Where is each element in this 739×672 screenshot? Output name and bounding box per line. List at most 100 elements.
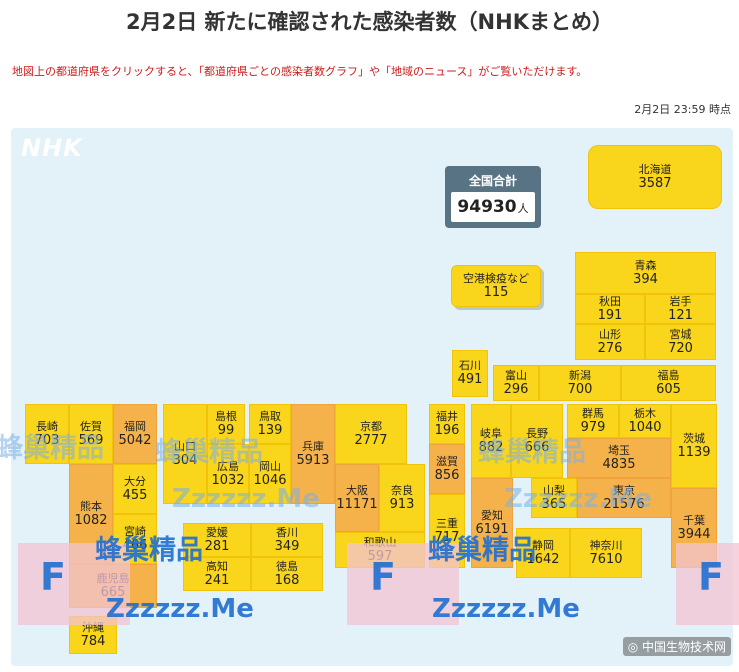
- prefecture-tile-tottori[interactable]: 鳥取 139: [249, 404, 291, 444]
- watermark-letter: F: [698, 555, 724, 599]
- prefecture-tile-hiroshima[interactable]: 広島 1032: [207, 444, 249, 504]
- prefecture-name: 島根: [215, 409, 237, 423]
- prefecture-count: 979: [580, 419, 606, 435]
- prefecture-count: 455: [122, 487, 148, 503]
- prefecture-tile-nagano[interactable]: 長野 666: [511, 404, 563, 478]
- prefecture-tile-gifu[interactable]: 岐阜 882: [471, 404, 511, 478]
- prefecture-tile-fukushima[interactable]: 福島 605: [621, 365, 716, 401]
- prefecture-name: 千葉: [683, 513, 705, 527]
- watermark-letter: F: [370, 555, 396, 599]
- prefecture-tile-kanagawa[interactable]: 神奈川 7610: [570, 528, 642, 578]
- watermark-brand: 蜂巢精品: [428, 535, 536, 566]
- prefecture-count: 99: [217, 422, 235, 438]
- prefecture-name: 長崎: [36, 419, 58, 433]
- prefecture-tile-ehime[interactable]: 愛媛 281: [183, 523, 251, 557]
- prefecture-tile-fukui[interactable]: 福井 196: [429, 404, 465, 444]
- prefecture-count: 5913: [296, 452, 330, 468]
- prefecture-count: 717: [434, 529, 460, 545]
- prefecture-tile-toyama[interactable]: 富山 296: [493, 365, 539, 401]
- prefecture-count: 856: [434, 467, 460, 483]
- prefecture-tile-kyoto[interactable]: 京都 2777: [335, 404, 407, 464]
- prefecture-tile-yamanashi[interactable]: 山梨 365: [531, 478, 577, 518]
- prefecture-tile-aomori[interactable]: 青森 394: [575, 252, 716, 294]
- prefecture-tile-ishikawa[interactable]: 石川 491: [452, 350, 488, 397]
- prefecture-tile-nagasaki[interactable]: 長崎 703: [25, 404, 69, 464]
- watermark-stripe: [676, 543, 739, 625]
- prefecture-tile-shiga[interactable]: 滋賀 856: [429, 444, 465, 494]
- prefecture-count: 5042: [118, 432, 152, 448]
- prefecture-count: 139: [257, 422, 283, 438]
- nhk-logo: NHK: [21, 134, 83, 162]
- map-notice: 地図上の都道府県をクリックすると、「都道府県ごとの感染者数グラフ」や「地域のニュ…: [12, 65, 588, 78]
- prefecture-name: 兵庫: [302, 439, 324, 453]
- prefecture-name: 福井: [436, 409, 458, 423]
- prefecture-count: 913: [389, 496, 415, 512]
- airport-quarantine-tile[interactable]: 空港検疫など 115: [451, 265, 541, 307]
- prefecture-count: 168: [274, 572, 300, 588]
- prefecture-tile-kagawa[interactable]: 香川 349: [251, 523, 323, 557]
- prefecture-tile-osaka[interactable]: 大阪 11171: [335, 464, 379, 532]
- prefecture-name: 長野: [526, 426, 548, 440]
- prefecture-name: 東京: [613, 483, 635, 497]
- prefecture-tile-shizuoka[interactable]: 静岡 1642: [516, 528, 570, 578]
- prefecture-tile-tokushima[interactable]: 徳島 168: [251, 557, 323, 591]
- prefecture-count: 700: [567, 381, 593, 397]
- prefecture-tile-ibaraki[interactable]: 茨城 1139: [671, 404, 717, 488]
- prefecture-count: 296: [503, 381, 529, 397]
- prefecture-tile-saitama[interactable]: 埼玉 4835: [567, 438, 671, 478]
- prefecture-tile-aichi[interactable]: 愛知 6191: [471, 478, 513, 568]
- prefecture-tile-yamagata[interactable]: 山形 276: [575, 324, 645, 360]
- watermark-site: Zzzzzz.Me: [504, 484, 652, 514]
- prefecture-count: 882: [478, 439, 504, 455]
- prefecture-count: 1082: [74, 512, 108, 528]
- prefecture-name: 静岡: [532, 538, 554, 552]
- prefecture-count: 3944: [677, 526, 711, 542]
- prefecture-name: 岐阜: [480, 426, 502, 440]
- national-total-value: 94930: [457, 197, 517, 217]
- prefecture-tile-saga[interactable]: 佐賀 569: [69, 404, 113, 464]
- prefecture-tile-hyogo[interactable]: 兵庫 5913: [291, 404, 335, 504]
- timestamp: 2月2日 23:59 時点: [634, 103, 731, 116]
- prefecture-name: 福岡: [124, 419, 146, 433]
- prefecture-name: 奈良: [391, 483, 413, 497]
- prefecture-tile-okayama[interactable]: 岡山 1046: [249, 444, 291, 504]
- prefecture-tile-nara[interactable]: 奈良 913: [379, 464, 425, 532]
- watermark-brand: 蜂巢精品: [0, 433, 104, 464]
- prefecture-tile-fukuoka[interactable]: 福岡 5042: [113, 404, 157, 464]
- prefecture-tile-niigata[interactable]: 新潟 700: [539, 365, 621, 401]
- prefecture-name: 愛媛: [206, 525, 228, 539]
- prefecture-count: 2777: [354, 432, 388, 448]
- prefecture-count: 281: [204, 538, 230, 554]
- prefecture-name: 高知: [206, 559, 228, 573]
- prefecture-name: 山形: [599, 327, 621, 341]
- prefecture-name: 神奈川: [589, 538, 623, 552]
- prefecture-count: 349: [274, 538, 300, 554]
- prefecture-count: 4835: [602, 456, 636, 472]
- prefecture-count: 241: [204, 572, 230, 588]
- prefecture-count: 6191: [475, 521, 509, 537]
- prefecture-tile-iwate[interactable]: 岩手 121: [645, 294, 716, 324]
- prefecture-count: 7610: [589, 551, 623, 567]
- prefecture-name: 熊本: [80, 499, 102, 513]
- prefecture-tile-shimane[interactable]: 島根 99: [207, 404, 245, 444]
- prefecture-tile-miyagi[interactable]: 宮城 720: [645, 324, 716, 360]
- prefecture-count: 703: [34, 432, 60, 448]
- source-credit: ◎ 中国生物技术网: [622, 637, 731, 656]
- prefecture-tile-gunma[interactable]: 群馬 979: [567, 404, 619, 438]
- national-total-unit: 人: [517, 202, 529, 215]
- prefecture-tile-oita[interactable]: 大分 455: [113, 464, 157, 514]
- prefecture-name: 富山: [505, 368, 527, 382]
- prefecture-name: 茨城: [683, 431, 705, 445]
- prefecture-name: 大分: [124, 474, 146, 488]
- prefecture-tile-yamaguchi[interactable]: 山口 304: [163, 404, 207, 504]
- prefecture-tile-akita[interactable]: 秋田 191: [575, 294, 645, 324]
- prefecture-tile-kochi[interactable]: 高知 241: [183, 557, 251, 591]
- prefecture-name: 京都: [360, 419, 382, 433]
- prefecture-tile-tokyo[interactable]: 東京 21576: [577, 478, 671, 518]
- prefecture-count: 11171: [336, 496, 378, 512]
- national-total-box: 全国合計 94930人: [445, 166, 541, 228]
- watermark-brand: 蜂巢精品: [155, 437, 263, 468]
- prefecture-name: 栃木: [634, 406, 656, 420]
- prefecture-tile-tochigi[interactable]: 栃木 1040: [619, 404, 671, 438]
- prefecture-tile-hokkaido[interactable]: 北海道 3587: [588, 145, 722, 209]
